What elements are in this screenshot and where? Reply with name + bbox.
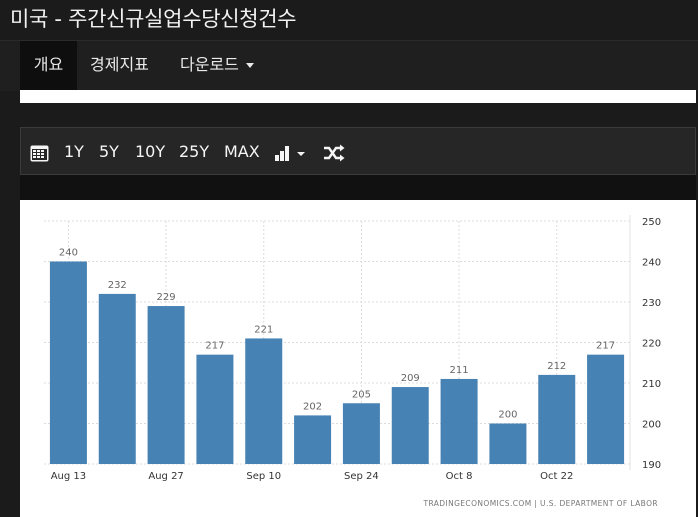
range-1y-button[interactable]: 1Y xyxy=(64,142,84,161)
bar-value-label: 232 xyxy=(108,280,127,291)
y-tick-label: 230 xyxy=(642,298,661,309)
bar-value-label: 221 xyxy=(254,324,273,335)
bar-value-label: 217 xyxy=(596,341,615,352)
x-tick-label: Oct 8 xyxy=(446,471,473,482)
bar xyxy=(147,306,185,464)
y-tick-label: 200 xyxy=(642,420,661,431)
x-tick-label: Aug 27 xyxy=(148,471,183,482)
shuffle-icon[interactable] xyxy=(323,128,345,176)
x-tick-label: Aug 13 xyxy=(51,471,86,482)
bar xyxy=(391,387,429,464)
y-tick-label: 190 xyxy=(642,460,661,471)
bar xyxy=(196,354,234,464)
toolbar-shadow-band xyxy=(20,175,696,200)
bar-value-label: 211 xyxy=(450,365,469,376)
nav-tab-download[interactable]: 다운로드 xyxy=(180,41,254,91)
bar xyxy=(342,403,380,464)
chart-area: 190 200 210 220 230 240 250 240 232 229 217 221 202 2… xyxy=(20,200,696,517)
x-tick-label: Sep 10 xyxy=(246,471,281,482)
content-strip xyxy=(20,90,696,103)
bar xyxy=(538,374,576,464)
nav-tab-overview-label: 개요 xyxy=(33,55,64,74)
nav-tab-download-label: 다운로드 xyxy=(180,55,239,74)
source-credit: TRADINGECONOMICS.COM | U.S. DEPARTMENT O… xyxy=(422,499,658,508)
bar-chart-icon[interactable] xyxy=(275,128,307,176)
x-tick-label: Oct 22 xyxy=(540,471,573,482)
bar xyxy=(489,423,527,464)
bar-value-label: 212 xyxy=(547,361,566,372)
bar xyxy=(587,354,625,464)
chart-toolbar: 1Y 5Y 10Y 25Y MAX xyxy=(20,127,696,175)
bar-chart: 190 200 210 220 230 240 250 240 232 229 217 221 202 2… xyxy=(44,215,661,508)
y-tick-label: 210 xyxy=(642,379,661,390)
bar-value-label: 200 xyxy=(498,410,517,421)
range-25y-button[interactable]: 25Y xyxy=(179,142,210,161)
bar-value-label: 202 xyxy=(303,401,322,412)
nav-bar: 개요 경제지표 다운로드 xyxy=(0,40,698,91)
range-5y-button[interactable]: 5Y xyxy=(99,142,119,161)
bar xyxy=(245,338,283,464)
bar xyxy=(98,293,136,464)
bar-value-label: 229 xyxy=(157,292,176,303)
nav-tab-indicators[interactable]: 경제지표 xyxy=(90,41,149,91)
y-tick-label: 250 xyxy=(642,217,661,228)
range-max-button[interactable]: MAX xyxy=(224,142,260,161)
page-title: 미국 - 주간신규실업수당신청건수 xyxy=(10,7,297,31)
caret-down-icon xyxy=(245,63,254,68)
bar xyxy=(294,415,332,464)
y-tick-label: 220 xyxy=(642,339,661,350)
bar xyxy=(440,378,478,464)
bar-value-label: 209 xyxy=(401,373,420,384)
calendar-icon[interactable] xyxy=(30,128,49,176)
bar-value-label: 240 xyxy=(59,248,78,259)
range-10y-button[interactable]: 10Y xyxy=(135,142,166,161)
bar xyxy=(49,261,87,464)
nav-tab-indicators-label: 경제지표 xyxy=(90,55,149,74)
bar-value-label: 205 xyxy=(352,389,371,400)
nav-tab-overview[interactable]: 개요 xyxy=(20,41,77,91)
y-tick-label: 240 xyxy=(642,258,661,269)
x-tick-label: Sep 24 xyxy=(344,471,379,482)
bar-value-label: 217 xyxy=(205,341,224,352)
